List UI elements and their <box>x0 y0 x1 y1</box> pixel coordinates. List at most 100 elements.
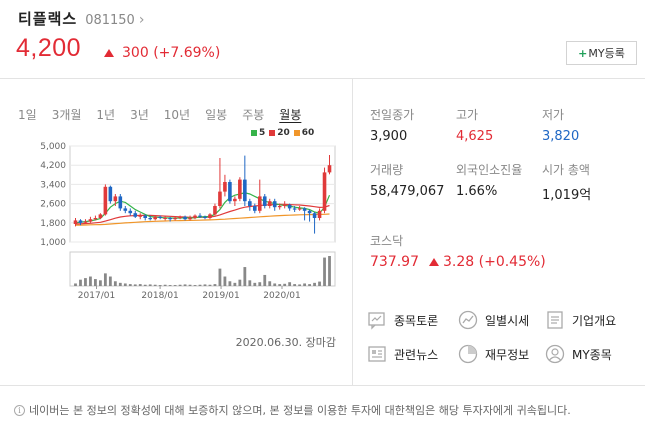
volume-bar <box>188 284 192 286</box>
up-arrow-icon <box>429 258 439 266</box>
volume-bar <box>258 282 262 286</box>
price-chart[interactable]: 5,000 4,200 3,400 2,600 1,800 1,000 2017/01 201… <box>0 138 340 304</box>
candle-body <box>292 208 297 210</box>
candle-body <box>248 201 252 206</box>
link-related-news[interactable]: 관련뉴스 <box>367 344 438 364</box>
candle-body <box>327 165 332 173</box>
volume-bar <box>178 284 182 286</box>
volume-bar <box>328 256 331 286</box>
candle-body <box>148 218 153 220</box>
stat-label: 거래량 <box>370 163 404 177</box>
volume-bar <box>273 283 277 286</box>
candle-body <box>262 196 267 206</box>
ma60-line <box>75 213 330 226</box>
legend-label: 5 <box>259 128 266 138</box>
trend-icon <box>458 310 478 330</box>
stat-foreign-ratio: 외국인소진율 1.66% <box>456 162 526 199</box>
candle-body <box>118 196 123 209</box>
price-change: 300 (+7.69%) <box>104 45 220 61</box>
link-label: 일별시세 <box>485 313 530 328</box>
volume-bar <box>248 280 252 286</box>
news-icon <box>368 346 386 362</box>
candle-body <box>203 216 207 218</box>
x-tick-label: 2017/01 <box>78 291 115 301</box>
candle-body <box>277 206 282 208</box>
stock-name[interactable]: 티플랙스 <box>18 10 78 28</box>
candle-body <box>287 204 292 209</box>
pie-chart-icon <box>458 344 478 364</box>
volume-bar <box>278 284 282 286</box>
candle-body <box>108 186 113 202</box>
candle-body <box>317 210 322 218</box>
tab-1y[interactable]: 1년 <box>96 108 116 122</box>
volume-bar <box>94 279 97 286</box>
index-kosdaq: 코스닥 737.97 3.28 (+0.45%) <box>370 232 546 270</box>
plot-frame <box>69 145 336 243</box>
candle-body <box>98 214 103 218</box>
candle-body <box>238 179 242 199</box>
stat-value: 3,820 <box>542 129 580 144</box>
link-my-stocks[interactable]: MY종목 <box>545 344 612 364</box>
tab-weekly[interactable]: 주봉 <box>242 108 265 122</box>
candle-body <box>88 219 93 222</box>
tab-monthly[interactable]: 월봉 <box>279 108 302 122</box>
volume-bar <box>183 284 187 286</box>
volume-bar <box>79 279 82 286</box>
volume-bar <box>288 282 292 286</box>
volume-bar <box>98 280 102 286</box>
stat-market-cap: 시가 총액 1,019억 <box>542 162 632 203</box>
tab-daily[interactable]: 일봉 <box>205 108 228 122</box>
divider-bottom <box>0 385 645 386</box>
volume-bar <box>108 276 112 286</box>
volume-bar <box>308 284 311 286</box>
y-tick-label: 2,600 <box>40 200 66 210</box>
volume-bar <box>208 284 212 286</box>
stat-prev-close: 전일종가 3,900 <box>370 107 460 144</box>
divider-top <box>0 78 645 79</box>
volume-bar <box>148 284 152 286</box>
y-tick-label: 1,800 <box>40 219 66 229</box>
my-register-button[interactable]: + MY등록 <box>566 41 637 65</box>
stat-value: 1.66% <box>456 184 498 199</box>
candle-body <box>297 208 302 210</box>
plus-icon: + <box>578 46 588 60</box>
link-daily-price[interactable]: 일별시세 <box>458 310 529 330</box>
volume-bar <box>163 284 167 286</box>
y-tick-label: 3,400 <box>40 180 66 190</box>
chart-legend: 5 20 60 <box>247 128 314 138</box>
candle-body <box>133 213 138 217</box>
link-label: 종목토론 <box>394 313 439 328</box>
volume-bar <box>318 281 321 286</box>
legend-label: 60 <box>301 128 315 138</box>
user-icon <box>545 344 565 364</box>
candle-body <box>282 204 287 206</box>
volume-bar <box>74 283 77 286</box>
volume-bar <box>103 273 107 286</box>
period-tabs: 1일 3개월 1년 3년 10년 일봉 주봉 월봉 <box>18 106 301 123</box>
index-change: 3.28 <box>443 254 475 270</box>
index-label[interactable]: 코스닥 <box>370 234 404 248</box>
candle-body <box>183 216 187 220</box>
candle-body <box>233 198 237 202</box>
volume-bar <box>118 282 122 286</box>
candle-body <box>113 196 118 202</box>
stock-header: 티플랙스 081150 › <box>18 8 144 29</box>
link-label: 기업개요 <box>572 313 617 328</box>
volume-bar <box>313 282 316 286</box>
tab-3m[interactable]: 3개월 <box>51 108 82 122</box>
volume-bar <box>173 285 177 286</box>
chevron-right-icon[interactable]: › <box>138 12 145 28</box>
tab-1d[interactable]: 1일 <box>18 108 37 122</box>
volume-bar <box>303 283 307 286</box>
link-discussion[interactable]: 종목토론 <box>367 310 438 330</box>
legend-ma20: 20 <box>269 128 290 138</box>
volume-bar <box>263 274 267 286</box>
volume-bar <box>228 281 232 286</box>
tab-10y[interactable]: 10년 <box>163 108 191 122</box>
link-financials[interactable]: 재무정보 <box>458 344 529 364</box>
stat-label: 고가 <box>456 108 479 122</box>
candle-body <box>243 179 247 202</box>
candle-body <box>193 215 197 218</box>
link-company-overview[interactable]: 기업개요 <box>545 310 616 330</box>
tab-3y[interactable]: 3년 <box>130 108 149 122</box>
